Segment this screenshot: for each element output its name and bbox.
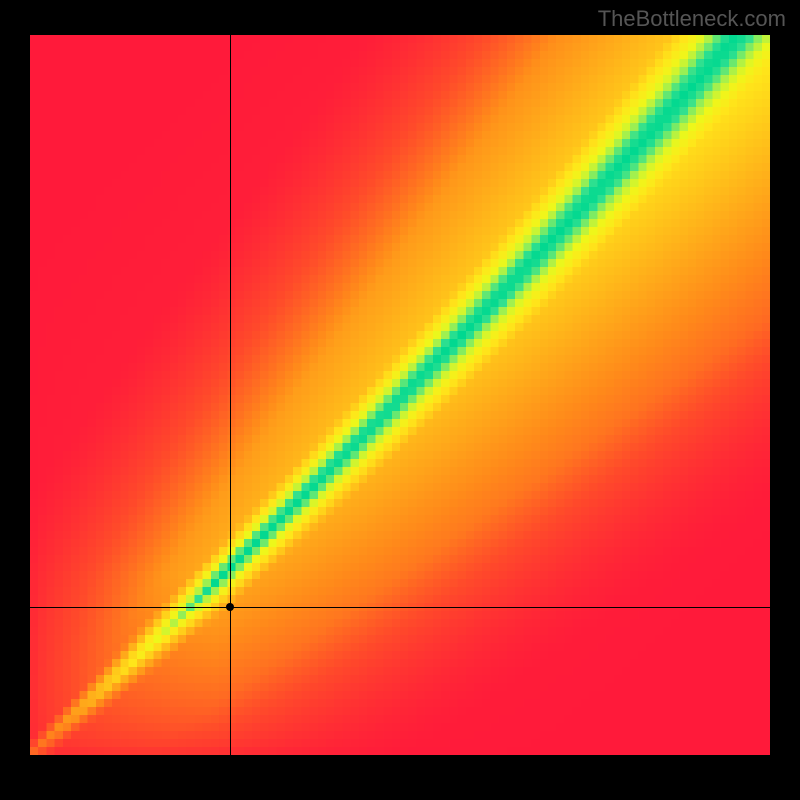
crosshair-vertical-line bbox=[230, 35, 231, 755]
crosshair-horizontal-line bbox=[30, 607, 770, 608]
heatmap-canvas bbox=[30, 35, 770, 755]
heatmap-plot bbox=[30, 35, 770, 755]
selected-point-marker bbox=[226, 603, 234, 611]
watermark-text: TheBottleneck.com bbox=[598, 6, 786, 32]
